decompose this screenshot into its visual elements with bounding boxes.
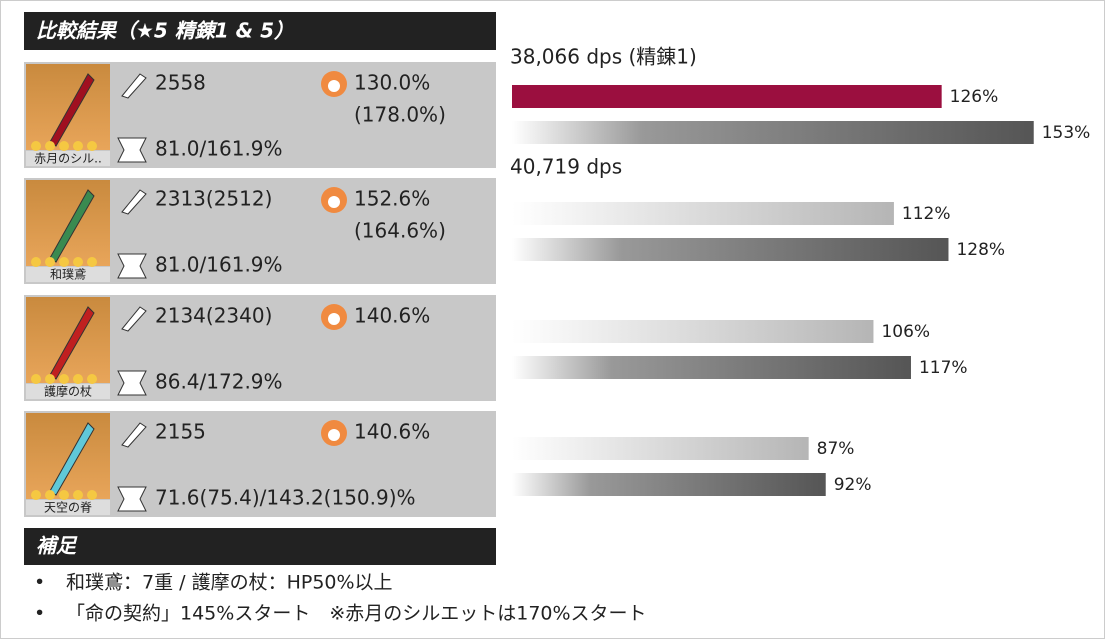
atk: 2155 (155, 420, 206, 444)
bar-label: 117% (919, 358, 968, 378)
bar-label: 128% (956, 240, 1005, 260)
crit-icon (117, 486, 147, 512)
star (31, 374, 41, 384)
icon-bg (26, 180, 110, 266)
atk: 2313(2512) (155, 187, 272, 211)
notes-title: 補足 (36, 534, 78, 558)
atk: 2134(2340) (155, 304, 272, 328)
element-icon-core (328, 429, 340, 441)
crit: 86.4/172.9% (155, 370, 283, 394)
title: 比較結果（★5 精錬1 & 5） (36, 19, 294, 43)
name-strip (26, 500, 110, 515)
crit-icon (117, 370, 147, 396)
star (59, 490, 69, 500)
weapon-name: 赤月のシル.. (34, 152, 102, 166)
weapon-name: 和璞鳶 (50, 268, 86, 282)
star (73, 374, 83, 384)
icon-bg (26, 64, 110, 150)
note: 「命の契約」145%スタート ※赤月のシルエットは170%スタート (66, 603, 647, 625)
atk: 2558 (155, 71, 206, 95)
crit: 81.0/161.9% (155, 253, 283, 277)
atk-icon (121, 306, 147, 332)
star (45, 374, 55, 384)
bar-label: 92% (834, 475, 872, 495)
atk-icon (121, 422, 147, 448)
stat-sub: (178.0%) (354, 103, 446, 127)
element-icon-core (328, 80, 340, 92)
star (59, 257, 69, 267)
stat-sub: (164.6%) (354, 219, 446, 243)
star (87, 141, 97, 151)
star (31, 490, 41, 500)
crit-icon (117, 137, 147, 163)
stat: 152.6% (354, 187, 430, 211)
star (59, 374, 69, 384)
stat: 140.6% (354, 420, 430, 444)
bullet: • (34, 572, 45, 594)
element-icon-core (328, 196, 340, 208)
name-strip (26, 151, 110, 166)
icon-bg (26, 413, 110, 499)
star (45, 257, 55, 267)
bar-label: 153% (1042, 123, 1091, 143)
star (73, 257, 83, 267)
element-icon-core (328, 313, 340, 325)
stat: 130.0% (354, 71, 430, 95)
star (31, 141, 41, 151)
bar (512, 121, 1034, 144)
star (45, 490, 55, 500)
bar (512, 473, 826, 496)
star (73, 141, 83, 151)
atk-icon (121, 189, 147, 215)
bar-label: 87% (817, 439, 855, 459)
stat: 140.6% (354, 304, 430, 328)
star (87, 257, 97, 267)
crit-icon (117, 253, 147, 279)
bar-label: 106% (881, 322, 930, 342)
bar (512, 202, 894, 225)
notes-bar (24, 528, 496, 565)
dps-label: 38,066 dps (精錬1) (510, 45, 697, 69)
crit: 81.0/161.9% (155, 137, 283, 161)
bar (512, 320, 874, 343)
note: 和璞鳶：7重 / 護摩の杖：HP50%以上 (66, 572, 393, 594)
weapon-name: 護摩の杖 (44, 384, 92, 399)
star (59, 141, 69, 151)
crit: 71.6(75.4)/143.2(150.9)% (155, 486, 416, 510)
bullet: • (34, 603, 45, 625)
name-strip (26, 384, 110, 399)
dps-label: 40,719 dps (510, 155, 622, 179)
star (31, 257, 41, 267)
icon-bg (26, 297, 110, 383)
star (87, 490, 97, 500)
bar-label: 126% (950, 87, 999, 107)
bar-label: 112% (902, 204, 951, 224)
bar (512, 238, 949, 261)
name-strip (26, 267, 110, 282)
bar (512, 437, 809, 460)
weapon-name: 天空の脊 (44, 501, 92, 515)
bar (512, 85, 942, 108)
star (87, 374, 97, 384)
star (73, 490, 83, 500)
bar (512, 356, 911, 379)
atk-icon (121, 73, 147, 99)
star (45, 141, 55, 151)
header-bar (24, 12, 496, 50)
